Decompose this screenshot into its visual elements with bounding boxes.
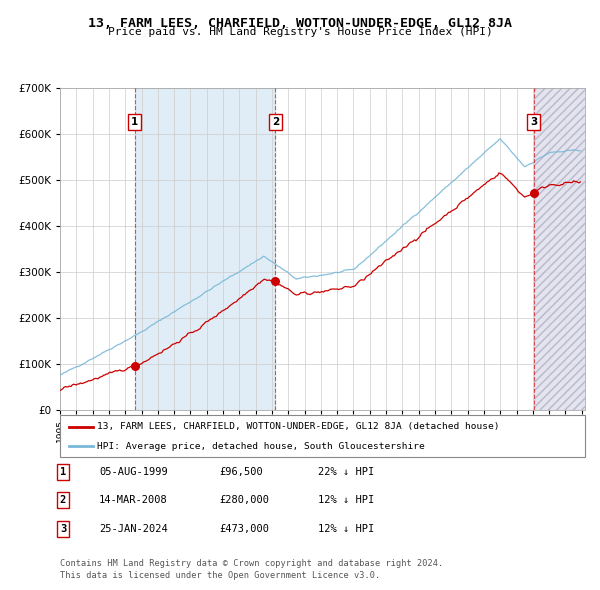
Text: 25-JAN-2024: 25-JAN-2024 [99,524,168,533]
Text: 13, FARM LEES, CHARFIELD, WOTTON-UNDER-EDGE, GL12 8JA: 13, FARM LEES, CHARFIELD, WOTTON-UNDER-E… [88,17,512,30]
Text: 13, FARM LEES, CHARFIELD, WOTTON-UNDER-EDGE, GL12 8JA (detached house): 13, FARM LEES, CHARFIELD, WOTTON-UNDER-E… [97,422,500,431]
Text: 22% ↓ HPI: 22% ↓ HPI [318,467,374,477]
Text: This data is licensed under the Open Government Licence v3.0.: This data is licensed under the Open Gov… [60,571,380,579]
Text: 1: 1 [60,467,66,477]
Text: 3: 3 [530,117,538,127]
Text: £473,000: £473,000 [219,524,269,533]
Text: Contains HM Land Registry data © Crown copyright and database right 2024.: Contains HM Land Registry data © Crown c… [60,559,443,568]
Text: 1: 1 [131,117,139,127]
Text: 14-MAR-2008: 14-MAR-2008 [99,496,168,505]
Text: Price paid vs. HM Land Registry's House Price Index (HPI): Price paid vs. HM Land Registry's House … [107,27,493,37]
Text: HPI: Average price, detached house, South Gloucestershire: HPI: Average price, detached house, Sout… [97,442,425,451]
Text: 2: 2 [272,117,279,127]
Text: 3: 3 [60,524,66,533]
Text: £96,500: £96,500 [219,467,263,477]
Text: £280,000: £280,000 [219,496,269,505]
Bar [534,88,585,410]
Text: 12% ↓ HPI: 12% ↓ HPI [318,496,374,505]
Text: 2: 2 [60,496,66,505]
Bar [135,88,275,410]
Text: 05-AUG-1999: 05-AUG-1999 [99,467,168,477]
Text: 12% ↓ HPI: 12% ↓ HPI [318,524,374,533]
